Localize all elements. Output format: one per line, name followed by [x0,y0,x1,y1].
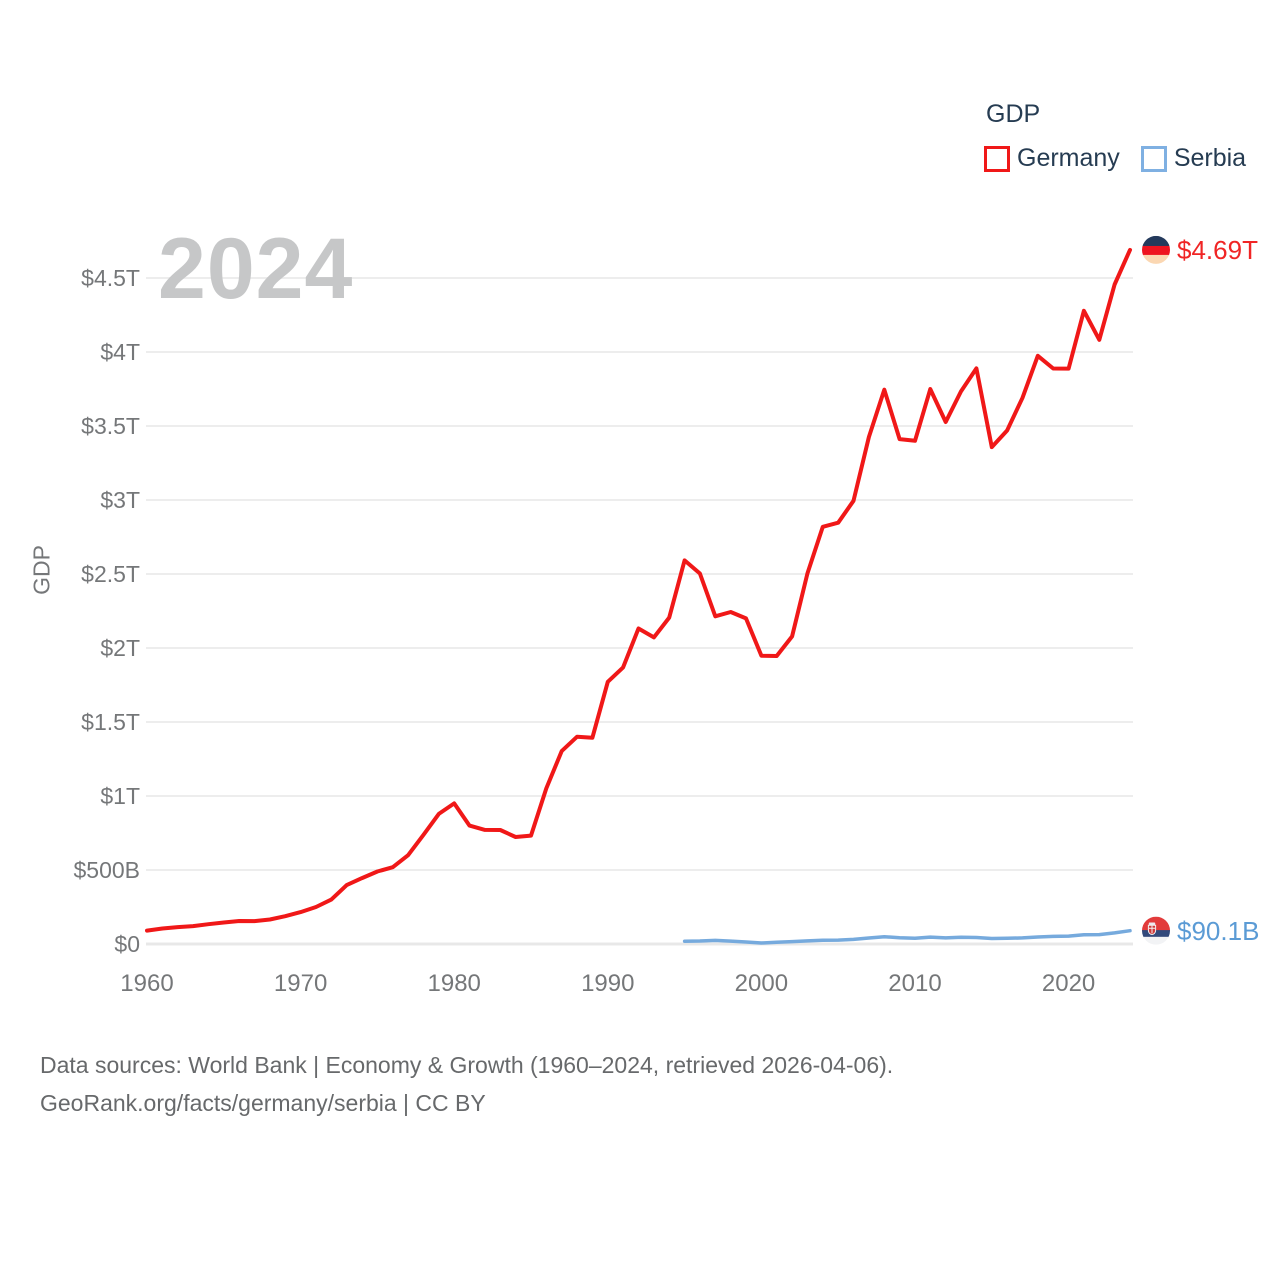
x-tick-label: 2010 [888,970,942,997]
y-tick-label: $4.5T [81,265,140,291]
germany-value-label: $4.69T [1177,234,1258,265]
x-tick-label: 1960 [120,970,174,997]
y-tick-label: $1.5T [81,709,140,735]
serbia-line [682,928,1132,945]
germany-line [145,247,1132,933]
y-tick-label: $3T [100,487,140,513]
legend-title: GDP [986,100,1041,128]
y-tick-label: $4T [100,339,140,365]
x-tick-label: 2000 [734,970,789,997]
year-watermark: 2024 [158,221,354,317]
y-tick-label: $1T [100,783,140,809]
serbia-emblem [1147,922,1157,935]
y-tick-label: $500B [73,857,140,883]
y-tick-label: $0 [114,931,140,957]
germany-flag-icon [1142,235,1170,264]
chart-footer: Data sources: World Bank | Economy & Gro… [40,1046,893,1122]
legend-items: Germany Serbia [984,144,1246,173]
serbia-flag-icon [1142,916,1170,945]
y-tick-label: $2.5T [81,561,140,587]
legend-item-serbia[interactable]: Serbia [1140,144,1247,173]
chart-legend: GDP Germany Serbia [984,100,1246,173]
y-tick-label: $3.5T [81,413,140,439]
legend-label-germany: Germany [1017,144,1120,172]
legend-item-germany[interactable]: Germany [984,144,1120,173]
x-tick-label: 1980 [427,970,481,997]
serbia-value-label: $90.1B [1177,915,1260,946]
footer-sources-line: Data sources: World Bank | Economy & Gro… [40,1052,894,1078]
footer-attribution-line: GeoRank.org/facts/germany/serbia | CC BY [40,1090,486,1116]
x-tick-label: 1990 [581,970,635,997]
germany-swatch-icon [984,145,1010,172]
serbia-swatch-icon [1140,145,1167,172]
x-tick-label: 2020 [1041,970,1096,997]
legend-label-serbia: Serbia [1173,144,1247,172]
y-tick-label: $2T [100,635,140,661]
x-tick-label: 1970 [273,970,328,997]
